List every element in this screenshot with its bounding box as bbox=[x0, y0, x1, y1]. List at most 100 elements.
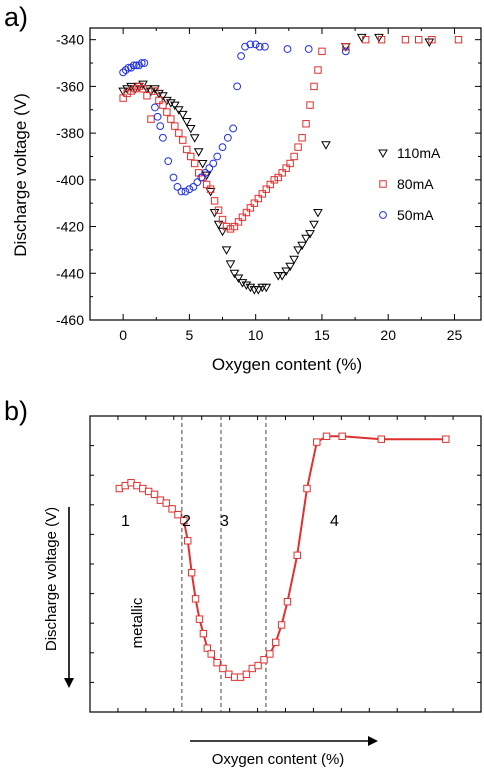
data-point bbox=[181, 117, 192, 127]
data-point bbox=[233, 274, 244, 283]
legend-marker bbox=[379, 180, 387, 188]
data-point bbox=[260, 656, 268, 664]
data-point bbox=[253, 286, 264, 295]
data-point bbox=[173, 106, 184, 115]
data-point bbox=[219, 664, 227, 673]
data-point bbox=[341, 47, 350, 56]
data-point bbox=[137, 59, 146, 67]
data-points-a bbox=[118, 33, 463, 295]
data-point bbox=[181, 187, 190, 196]
data-point bbox=[313, 438, 321, 446]
data-point bbox=[151, 87, 159, 95]
x-axis-label-b: Oxygen content (%) bbox=[212, 751, 345, 768]
data-point bbox=[191, 595, 200, 603]
data-point bbox=[189, 182, 198, 191]
data-point bbox=[121, 66, 130, 74]
data-point bbox=[126, 82, 136, 92]
legend-a: 110mA 80mA 50mA bbox=[378, 145, 441, 223]
data-point bbox=[270, 176, 278, 184]
data-point bbox=[303, 484, 311, 493]
legend-label: 110mA bbox=[397, 145, 441, 161]
data-point bbox=[272, 638, 280, 647]
data-point bbox=[298, 134, 306, 142]
data-point bbox=[203, 644, 212, 652]
data-point bbox=[266, 650, 274, 658]
y-tick-label: -460 bbox=[56, 312, 84, 328]
data-point bbox=[147, 115, 155, 123]
data-point bbox=[162, 96, 172, 106]
data-point bbox=[167, 115, 175, 123]
data-point bbox=[135, 61, 143, 70]
data-point bbox=[118, 87, 128, 97]
panel-label-a: a) bbox=[4, 2, 28, 32]
data-point bbox=[277, 621, 286, 629]
data-point bbox=[266, 180, 274, 189]
data-point bbox=[177, 110, 188, 120]
data-point bbox=[261, 283, 272, 293]
data-point bbox=[225, 260, 236, 269]
data-point bbox=[175, 129, 183, 137]
data-point bbox=[142, 85, 152, 94]
data-point bbox=[218, 143, 227, 152]
data-point bbox=[183, 145, 191, 154]
data-point bbox=[226, 225, 235, 233]
data-point bbox=[158, 92, 168, 101]
data-point bbox=[454, 35, 463, 44]
plot-frame-b bbox=[89, 415, 482, 713]
data-point bbox=[442, 435, 450, 443]
data-point bbox=[283, 598, 292, 606]
data-point bbox=[213, 152, 222, 161]
y-tick-label: -340 bbox=[56, 32, 84, 48]
data-point bbox=[374, 33, 384, 43]
y-axis-label-a: Discharge voltage (V) bbox=[11, 93, 30, 256]
data-point bbox=[213, 658, 221, 667]
data-point bbox=[179, 136, 187, 144]
metallic-annotation: metallic bbox=[129, 597, 146, 648]
data-point bbox=[210, 197, 219, 205]
data-point bbox=[277, 272, 288, 281]
data-point bbox=[338, 432, 346, 441]
data-point bbox=[195, 615, 204, 623]
data-point bbox=[305, 230, 315, 239]
data-point bbox=[297, 241, 307, 251]
data-point bbox=[209, 159, 218, 168]
data-point bbox=[237, 279, 248, 288]
series-50mA bbox=[119, 40, 350, 196]
series-110mA bbox=[118, 33, 435, 295]
panel-label-b: b) bbox=[4, 396, 28, 426]
y-tick-label: -420 bbox=[56, 219, 84, 235]
legend-label: 50mA bbox=[397, 207, 434, 223]
region-label-2: 2 bbox=[182, 513, 191, 530]
data-point bbox=[229, 124, 238, 133]
x-tick-label: 20 bbox=[380, 327, 396, 343]
data-point bbox=[246, 204, 255, 212]
data-point bbox=[290, 152, 298, 161]
data-point bbox=[241, 42, 249, 51]
data-point bbox=[218, 215, 227, 224]
tick-marks-b bbox=[90, 416, 481, 712]
data-point bbox=[169, 101, 180, 111]
data-point bbox=[222, 222, 231, 231]
data-point bbox=[377, 35, 386, 44]
data-point bbox=[202, 180, 211, 189]
x-axis-a: 0 5 10 15 20 25 bbox=[119, 28, 462, 343]
data-point bbox=[242, 670, 251, 678]
data-point bbox=[122, 85, 132, 94]
data-point bbox=[294, 143, 302, 151]
region-label-4: 4 bbox=[330, 513, 339, 530]
data-point bbox=[131, 85, 139, 93]
data-point bbox=[293, 551, 301, 559]
data-point bbox=[313, 209, 323, 218]
data-point bbox=[428, 35, 436, 44]
data-point bbox=[242, 208, 251, 217]
data-point bbox=[169, 173, 178, 182]
data-point bbox=[282, 164, 290, 172]
plot-frame-a bbox=[89, 27, 482, 321]
data-point bbox=[254, 661, 262, 670]
data-point bbox=[314, 66, 322, 74]
data-point bbox=[302, 120, 310, 128]
data-point bbox=[158, 133, 167, 142]
data-point bbox=[156, 122, 165, 131]
data-point bbox=[150, 490, 159, 499]
data-point bbox=[151, 103, 159, 112]
